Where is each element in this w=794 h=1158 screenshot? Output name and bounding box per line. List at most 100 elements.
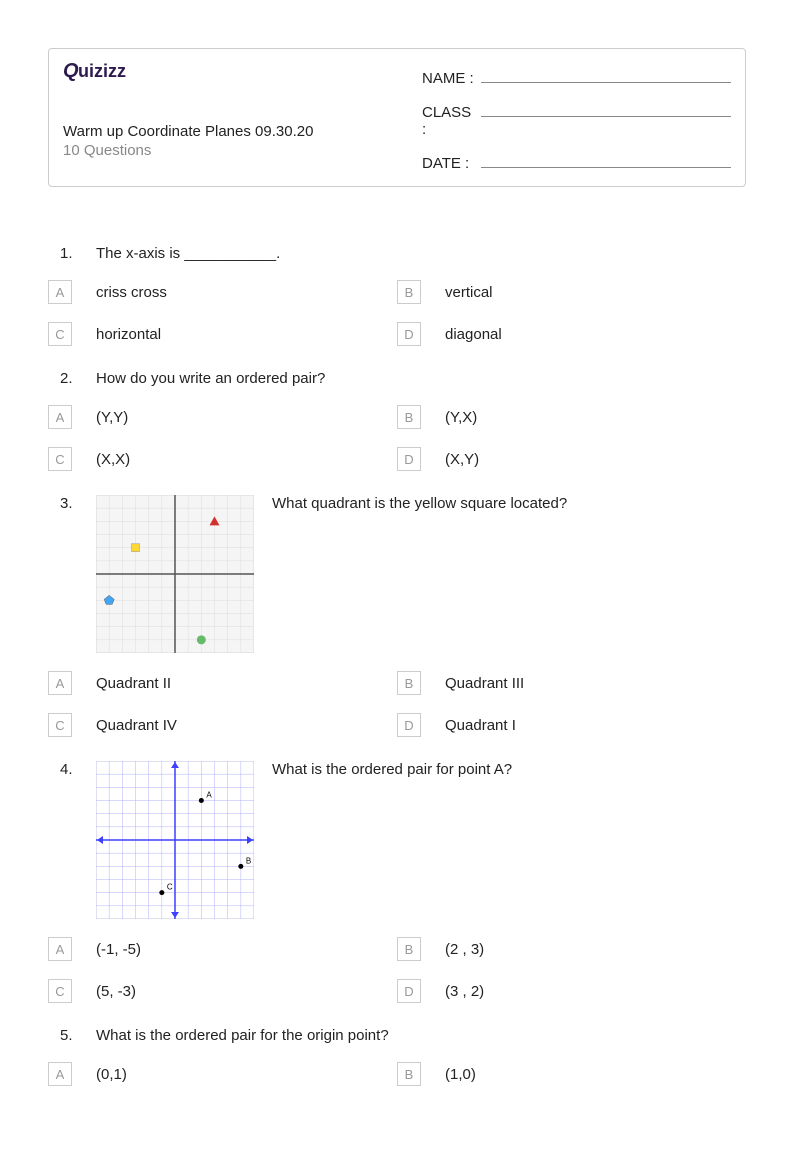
answer-text: diagonal xyxy=(445,326,502,343)
answers-grid: A (Y,Y) B (Y,X) C(X,X)D (X,Y) xyxy=(48,405,746,471)
answer-text: Quadrant IV xyxy=(96,717,177,734)
answer-text: criss cross xyxy=(96,284,167,301)
answer-text: (Y,X) xyxy=(445,409,477,426)
answer-option[interactable]: Ddiagonal xyxy=(397,322,746,346)
answer-option[interactable]: Acriss cross xyxy=(48,280,397,304)
name-input-line[interactable] xyxy=(481,65,731,83)
questions-list: 1.The x-axis is ___________. Acriss cross… xyxy=(48,245,746,1086)
answers-grid: A (-1, -5) B (2 , 3) C (5, -3) D (3 , 2) xyxy=(48,937,746,1003)
answer-option[interactable]: B (1,0) xyxy=(397,1062,746,1086)
answer-letter: A xyxy=(48,937,72,961)
answer-option[interactable]: Bvertical xyxy=(397,280,746,304)
answer-text: (3 , 2) xyxy=(445,983,484,1000)
header-right: NAME : CLASS : DATE : xyxy=(422,59,731,172)
svg-text:B: B xyxy=(246,856,251,865)
header-left: Q uizizz Warm up Coordinate Planes 09.30… xyxy=(63,59,313,172)
question-row: 4. A B C What is the ordered pair for point … xyxy=(48,761,746,919)
question-text: How do you write an ordered pair? xyxy=(96,370,746,387)
question-number: 4. xyxy=(48,761,96,778)
question: 1.The x-axis is ___________. Acriss cross… xyxy=(48,245,746,346)
question-text: What is the ordered pair for point A? xyxy=(272,761,512,778)
answer-option[interactable]: B (Y,X) xyxy=(397,405,746,429)
question-row: 5.What is the ordered pair for the origi… xyxy=(48,1027,746,1044)
date-field-row: DATE : xyxy=(422,150,731,172)
question-content: A B C What is the ordered pair for point A? xyxy=(96,761,512,919)
answer-option[interactable]: D Quadrant I xyxy=(397,713,746,737)
answer-option[interactable]: D (3 , 2) xyxy=(397,979,746,1003)
answer-letter: A xyxy=(48,280,72,304)
name-field-row: NAME : xyxy=(422,65,731,87)
answer-text: (Y,Y) xyxy=(96,409,128,426)
answer-letter: B xyxy=(397,671,421,695)
question-image xyxy=(96,495,254,653)
answer-letter: D xyxy=(397,322,421,346)
answer-text: vertical xyxy=(445,284,493,301)
question: 2.How do you write an ordered pair? A (Y,Y… xyxy=(48,370,746,471)
quizizz-logo: Q uizizz xyxy=(63,59,313,87)
class-input-line[interactable] xyxy=(481,99,731,117)
question: 4. A B C What is the ordered pair for point … xyxy=(48,761,746,1003)
class-field-row: CLASS : xyxy=(422,99,731,138)
answer-text: (2 , 3) xyxy=(445,941,484,958)
answer-text: Quadrant I xyxy=(445,717,516,734)
svg-text:A: A xyxy=(206,791,212,800)
date-input-line[interactable] xyxy=(481,150,731,168)
svg-text:C: C xyxy=(167,883,173,892)
answer-option[interactable]: Chorizontal xyxy=(48,322,397,346)
answer-text: (1,0) xyxy=(445,1066,476,1083)
question-content: What quadrant is the yellow square locat… xyxy=(96,495,567,653)
answer-option[interactable]: D (X,Y) xyxy=(397,447,746,471)
answer-option[interactable]: C Quadrant IV xyxy=(48,713,397,737)
date-label: DATE : xyxy=(422,155,477,172)
question-number: 3. xyxy=(48,495,96,512)
svg-text:uizizz: uizizz xyxy=(78,61,126,81)
answer-text: (X,Y) xyxy=(445,451,479,468)
answer-text: horizontal xyxy=(96,326,161,343)
answer-letter: B xyxy=(397,280,421,304)
name-label: NAME : xyxy=(422,70,477,87)
question-text: What quadrant is the yellow square locat… xyxy=(272,495,567,512)
question: 3. What quadrant is the yellow square loc… xyxy=(48,495,746,737)
question-row: 2.How do you write an ordered pair? xyxy=(48,370,746,387)
answer-letter: A xyxy=(48,671,72,695)
answer-option[interactable]: A (Y,Y) xyxy=(48,405,397,429)
answer-letter: D xyxy=(397,713,421,737)
question: 5.What is the ordered pair for the origi… xyxy=(48,1027,746,1086)
answer-text: (5, -3) xyxy=(96,983,136,1000)
answer-option[interactable]: A (0,1) xyxy=(48,1062,397,1086)
answer-letter: C xyxy=(48,713,72,737)
answer-option[interactable]: A Quadrant II xyxy=(48,671,397,695)
answer-letter: C xyxy=(48,447,72,471)
header: Q uizizz Warm up Coordinate Planes 09.30… xyxy=(48,48,746,187)
answer-text: (-1, -5) xyxy=(96,941,141,958)
worksheet-page: Q uizizz Warm up Coordinate Planes 09.30… xyxy=(0,0,794,1158)
answer-option[interactable]: C(X,X) xyxy=(48,447,397,471)
answers-grid: A (0,1) B (1,0) xyxy=(48,1062,746,1086)
answer-text: (0,1) xyxy=(96,1066,127,1083)
question-text: What is the ordered pair for the origin … xyxy=(96,1027,746,1044)
question-image: A B C xyxy=(96,761,254,919)
answer-text: Quadrant II xyxy=(96,675,171,692)
answer-option[interactable]: A (-1, -5) xyxy=(48,937,397,961)
answers-grid: Acriss crossBverticalChorizontalDdiagona… xyxy=(48,280,746,346)
answer-letter: B xyxy=(397,405,421,429)
answer-letter: B xyxy=(397,937,421,961)
question-text: The x-axis is ___________. xyxy=(96,245,746,262)
answer-letter: C xyxy=(48,979,72,1003)
question-number: 1. xyxy=(48,245,96,262)
answer-option[interactable]: C (5, -3) xyxy=(48,979,397,1003)
answer-option[interactable]: B (2 , 3) xyxy=(397,937,746,961)
answer-letter: A xyxy=(48,1062,72,1086)
question-row: 1.The x-axis is ___________. xyxy=(48,245,746,262)
svg-text:Q: Q xyxy=(63,60,79,82)
answer-letter: B xyxy=(397,1062,421,1086)
question-number: 5. xyxy=(48,1027,96,1044)
class-label: CLASS : xyxy=(422,104,477,138)
answer-letter: D xyxy=(397,447,421,471)
answers-grid: A Quadrant II BQuadrant III C Quadrant IV D Qu… xyxy=(48,671,746,737)
answer-letter: A xyxy=(48,405,72,429)
quiz-subtitle: 10 Questions xyxy=(63,142,313,159)
question-number: 2. xyxy=(48,370,96,387)
answer-letter: D xyxy=(397,979,421,1003)
answer-option[interactable]: BQuadrant III xyxy=(397,671,746,695)
